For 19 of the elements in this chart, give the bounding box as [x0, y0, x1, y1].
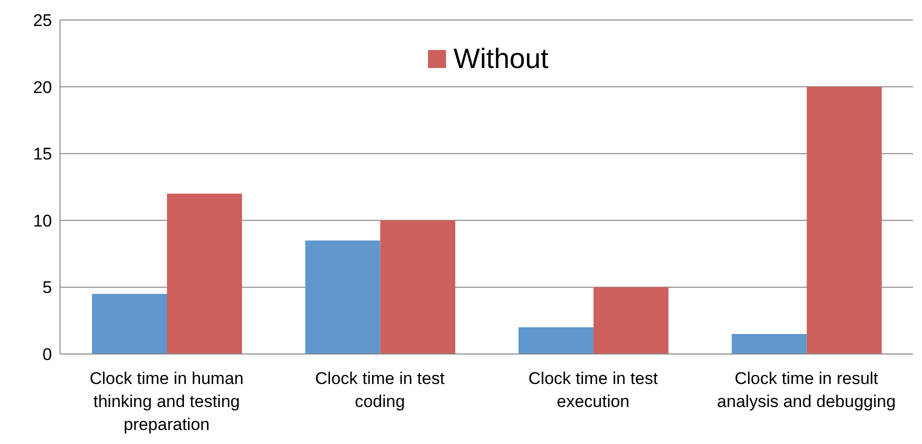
bar — [518, 327, 594, 354]
x-tick-label: Clock time in test coding — [315, 369, 445, 411]
bar — [305, 240, 380, 354]
y-tick-label: 0 — [42, 345, 52, 364]
x-tick-label: Clock time in test execution — [528, 369, 658, 411]
y-tick-label: 10 — [33, 211, 52, 230]
bar — [380, 220, 456, 354]
bar — [166, 194, 242, 354]
x-tick-label: Clock time in result analysis and debugging — [717, 369, 896, 411]
y-tick-label: 20 — [33, 78, 52, 97]
bar — [593, 287, 668, 354]
legend-label: Without — [454, 43, 548, 75]
x-tick-label: Clock time in human thinking and testing preparation — [90, 369, 244, 434]
bar — [732, 334, 807, 354]
y-tick-label: 15 — [33, 144, 52, 164]
bar — [806, 86, 882, 354]
y-tick-label: 5 — [42, 278, 52, 298]
y-tick-label: 25 — [33, 11, 52, 30]
bar — [92, 294, 167, 354]
